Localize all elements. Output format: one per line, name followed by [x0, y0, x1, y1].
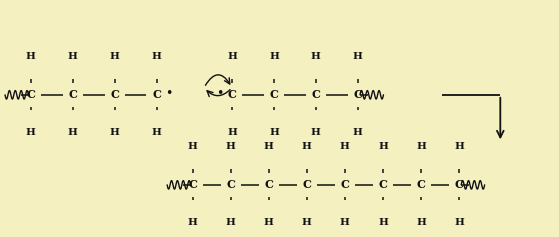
Text: H: H — [353, 52, 363, 61]
Text: H: H — [264, 218, 274, 227]
Text: H: H — [416, 142, 426, 151]
Text: H: H — [378, 218, 388, 227]
Text: H: H — [302, 142, 312, 151]
Text: H: H — [269, 52, 279, 61]
Text: H: H — [110, 128, 120, 137]
Text: H: H — [340, 218, 350, 227]
Text: C: C — [188, 179, 197, 190]
Text: H: H — [416, 218, 426, 227]
Text: H: H — [454, 218, 464, 227]
Text: C: C — [110, 89, 119, 100]
Text: C: C — [269, 89, 278, 100]
Text: H: H — [26, 52, 36, 61]
Text: H: H — [269, 128, 279, 137]
Text: C: C — [340, 179, 349, 190]
Text: H: H — [302, 218, 312, 227]
Text: H: H — [340, 142, 350, 151]
Text: H: H — [311, 128, 321, 137]
Text: H: H — [454, 142, 464, 151]
Text: •: • — [216, 87, 224, 100]
Text: H: H — [188, 218, 198, 227]
Text: C: C — [264, 179, 273, 190]
Text: •: • — [165, 87, 173, 100]
Text: C: C — [378, 179, 387, 190]
Text: C: C — [68, 89, 77, 100]
Text: H: H — [151, 52, 162, 61]
Text: C: C — [226, 179, 235, 190]
Text: H: H — [226, 142, 236, 151]
Text: C: C — [416, 179, 425, 190]
Text: C: C — [353, 89, 362, 100]
Text: H: H — [68, 52, 78, 61]
Text: H: H — [378, 142, 388, 151]
Text: H: H — [110, 52, 120, 61]
Text: H: H — [353, 128, 363, 137]
Text: H: H — [188, 142, 198, 151]
Text: C: C — [228, 89, 236, 100]
Text: H: H — [227, 128, 237, 137]
Text: H: H — [311, 52, 321, 61]
Text: H: H — [227, 52, 237, 61]
Text: H: H — [226, 218, 236, 227]
Text: C: C — [152, 89, 161, 100]
Text: H: H — [26, 128, 36, 137]
Text: C: C — [311, 89, 320, 100]
Text: C: C — [26, 89, 35, 100]
Text: C: C — [302, 179, 311, 190]
Text: H: H — [264, 142, 274, 151]
Text: H: H — [151, 128, 162, 137]
Text: H: H — [68, 128, 78, 137]
Text: C: C — [454, 179, 463, 190]
